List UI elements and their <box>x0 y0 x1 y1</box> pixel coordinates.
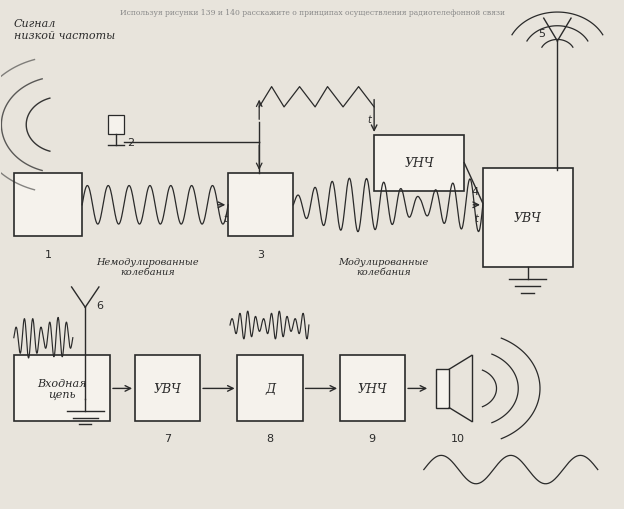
Text: УВЧ: УВЧ <box>514 211 542 224</box>
Bar <box>228 174 293 237</box>
Text: 9: 9 <box>369 433 376 443</box>
Text: 10: 10 <box>451 433 465 443</box>
Bar <box>135 356 200 421</box>
Text: 2: 2 <box>127 138 135 148</box>
Text: Входная
цепь: Входная цепь <box>37 378 87 400</box>
Text: Сигнал
низкой частоты: Сигнал низкой частоты <box>14 19 115 41</box>
Bar <box>436 370 449 408</box>
Text: 5: 5 <box>538 30 545 39</box>
Bar <box>238 356 303 421</box>
Bar <box>108 115 124 134</box>
Text: УВЧ: УВЧ <box>154 382 182 395</box>
Text: Немодулированные
колебания: Немодулированные колебания <box>96 257 198 276</box>
Text: t: t <box>223 214 227 223</box>
Text: 3: 3 <box>257 249 264 260</box>
Text: Модулированные
колебания: Модулированные колебания <box>338 257 429 276</box>
Bar <box>14 356 110 421</box>
Text: 7: 7 <box>163 433 171 443</box>
Bar <box>483 168 573 267</box>
Text: 4: 4 <box>472 187 479 197</box>
Text: 6: 6 <box>97 300 104 310</box>
Text: t: t <box>475 214 479 223</box>
Text: УНЧ: УНЧ <box>358 382 388 395</box>
Text: 8: 8 <box>266 433 273 443</box>
Text: t: t <box>367 115 371 125</box>
Text: УНЧ: УНЧ <box>404 157 434 170</box>
Bar <box>374 135 464 191</box>
Text: 1: 1 <box>44 249 52 260</box>
Text: Д: Д <box>265 382 275 395</box>
Text: Используя рисунки 139 и 140 расскажите о принципах осуществления радиотелефонной: Используя рисунки 139 и 140 расскажите о… <box>120 9 504 17</box>
Bar <box>14 174 82 237</box>
Bar <box>340 356 405 421</box>
